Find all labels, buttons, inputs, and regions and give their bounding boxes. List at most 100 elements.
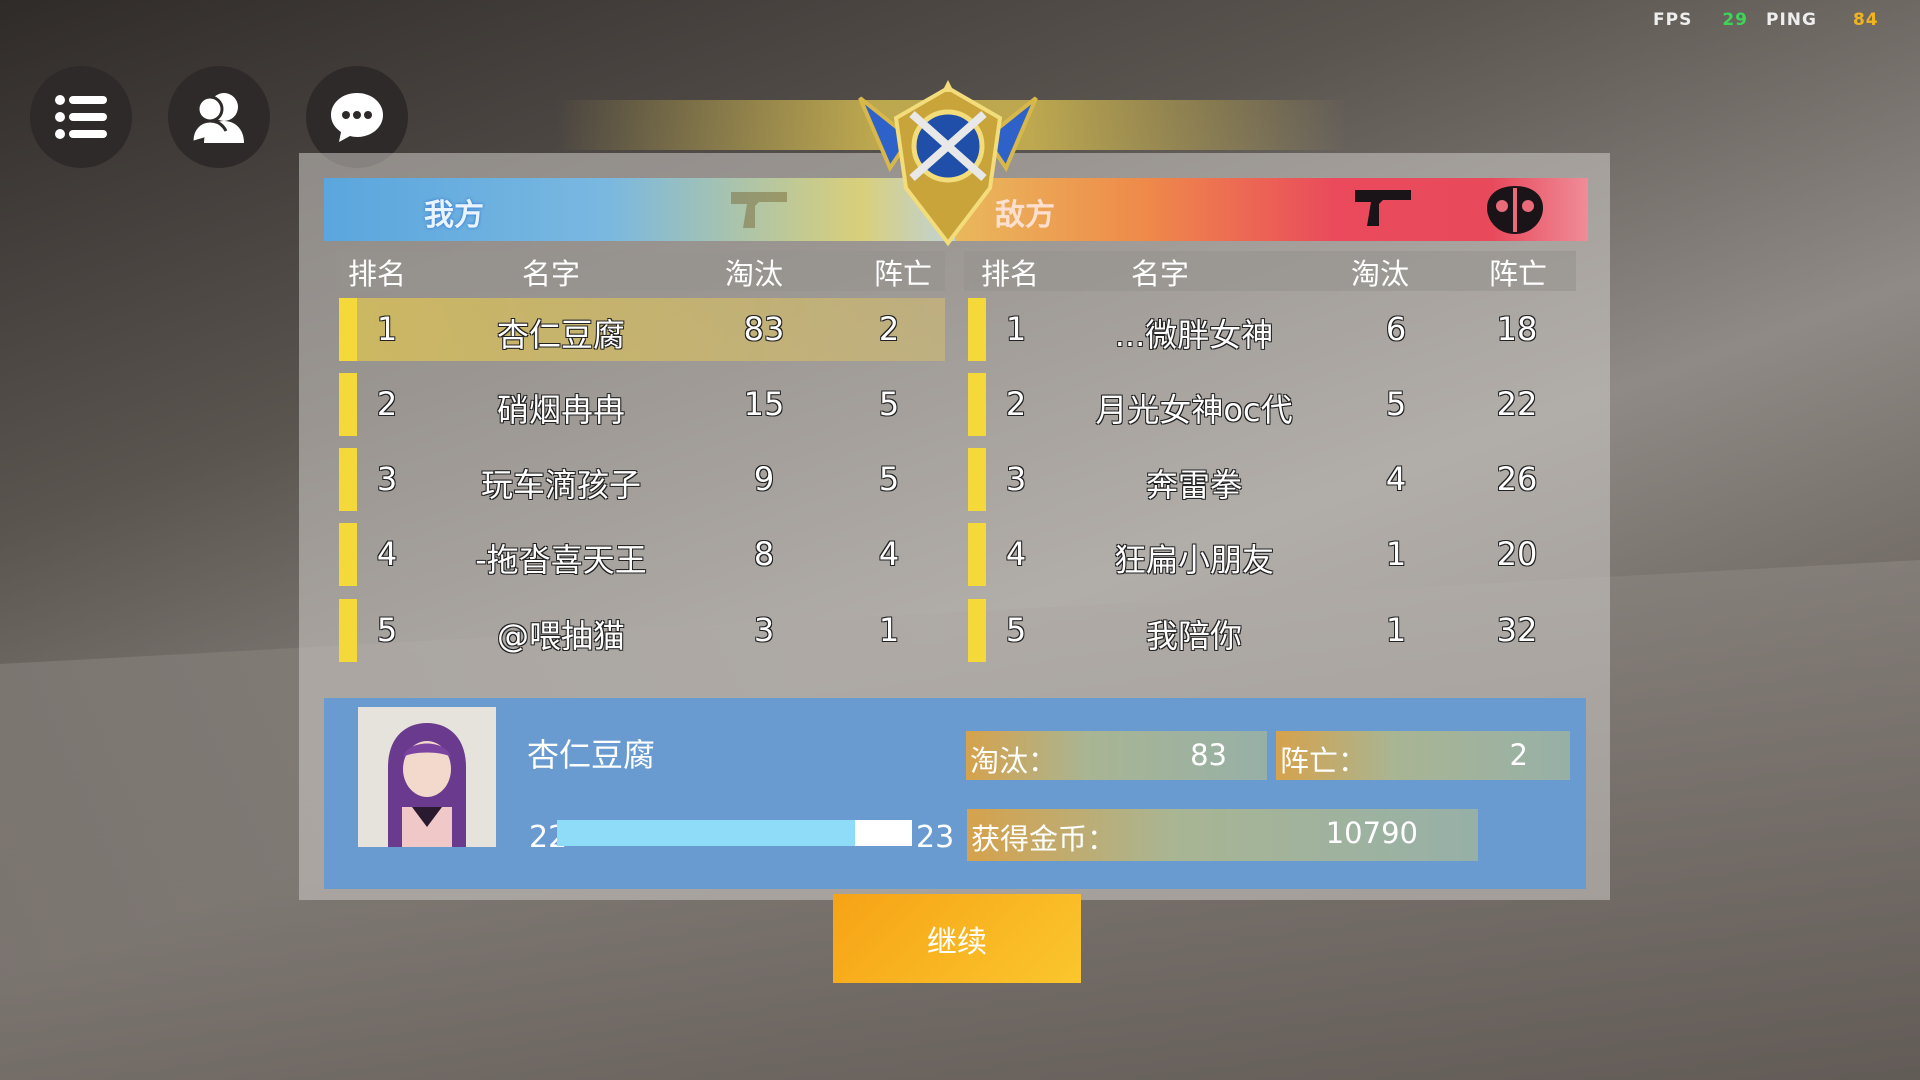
- chat-bubble-icon: [331, 93, 383, 142]
- table-row: 3 玩车滴孩子 9 5: [339, 448, 945, 511]
- player-name: 杏仁豆腐: [527, 736, 656, 774]
- cell-deaths: 5: [878, 385, 900, 423]
- fps-value: 29: [1722, 10, 1748, 30]
- perf-hud: FPS 29 PING 84: [1653, 10, 1879, 30]
- col-rank: 排名: [347, 257, 407, 291]
- table-row: 2 硝烟冉冉 15 5: [339, 373, 945, 436]
- cell-rank: 4: [376, 535, 398, 573]
- cell-rank: 2: [1005, 385, 1027, 423]
- cell-name: 杏仁豆腐: [496, 316, 626, 354]
- cell-deaths: 32: [1496, 611, 1538, 649]
- cell-kills: 8: [753, 535, 775, 573]
- cell-name: 狂扁小朋友: [1113, 541, 1275, 579]
- kills-label: 淘汰：: [970, 744, 1058, 778]
- kills-value: 83: [1190, 738, 1227, 772]
- rank-marker: [339, 298, 357, 361]
- coins-label: 获得金币：: [971, 822, 1117, 856]
- xp-progress-fill: [557, 820, 856, 846]
- table-row: 3 奔雷拳 4 26: [968, 448, 1576, 511]
- enemy-team-label: 敌方: [995, 198, 1055, 233]
- cell-name: 硝烟冉冉: [496, 391, 626, 429]
- col-name: 名字: [521, 257, 581, 291]
- cell-deaths: 22: [1496, 385, 1538, 423]
- cell-rank: 5: [1005, 611, 1027, 649]
- ping-value: 84: [1852, 10, 1879, 30]
- cell-name: -拖沓喜天王: [475, 541, 647, 579]
- cell-rank: 5: [376, 611, 398, 649]
- pistol-icon: [1355, 190, 1411, 226]
- cell-rank: 3: [376, 460, 398, 498]
- coins-stat: 获得金币： 10790: [967, 809, 1478, 861]
- ally-column-headers: 排名 名字 淘汰 阵亡: [337, 251, 945, 291]
- deaths-label: 阵亡：: [1280, 744, 1368, 778]
- xp-progress-bar: [557, 820, 912, 846]
- cell-deaths: 26: [1496, 460, 1538, 498]
- cell-deaths: 18: [1496, 310, 1538, 348]
- cell-kills: 3: [753, 611, 775, 649]
- pistol-icon: [731, 192, 787, 228]
- rank-marker: [339, 599, 357, 662]
- rank-marker: [968, 298, 986, 361]
- enemy-column-headers: 排名 名字 淘汰 阵亡: [964, 251, 1576, 291]
- ally-team-header: 我方: [324, 178, 955, 241]
- cell-deaths: 20: [1496, 535, 1538, 573]
- deaths-value: 2: [1509, 738, 1528, 772]
- chat-button[interactable]: [306, 66, 408, 168]
- table-row: 5 我陪你 1 32: [968, 599, 1576, 662]
- users-icon: [190, 93, 244, 143]
- cell-name: 我陪你: [1145, 617, 1243, 655]
- ally-team-label: 我方: [424, 198, 484, 233]
- coins-value: 10790: [1325, 816, 1418, 850]
- cell-kills: 1: [1385, 611, 1407, 649]
- ping-label: PING: [1766, 10, 1817, 30]
- fps-label: FPS: [1653, 10, 1693, 30]
- rank-marker: [968, 599, 986, 662]
- cell-kills: 5: [1385, 385, 1407, 423]
- list-icon: [55, 95, 107, 139]
- cell-name: 玩车滴孩子: [480, 466, 642, 504]
- table-row: 1 杏仁豆腐 83 2: [339, 298, 945, 361]
- col-kills: 淘汰: [724, 257, 784, 291]
- col-name: 名字: [1130, 257, 1190, 291]
- menu-button[interactable]: [30, 66, 132, 168]
- col-kills: 淘汰: [1350, 257, 1410, 291]
- cell-rank: 1: [1005, 310, 1027, 348]
- rank-marker: [339, 373, 357, 436]
- cell-kills: 15: [743, 385, 785, 423]
- rank-marker: [968, 448, 986, 511]
- cell-kills: 9: [753, 460, 775, 498]
- cell-name: ...微胖女神: [1114, 316, 1274, 354]
- friends-button[interactable]: [168, 66, 270, 168]
- table-row: 4 -拖沓喜天王 8 4: [339, 523, 945, 586]
- col-deaths: 阵亡: [1488, 257, 1548, 291]
- cell-deaths: 1: [878, 611, 900, 649]
- kills-stat: 淘汰： 83: [966, 731, 1267, 780]
- cell-deaths: 4: [878, 535, 900, 573]
- col-rank: 排名: [980, 257, 1040, 291]
- cell-rank: 4: [1005, 535, 1027, 573]
- rank-marker: [339, 523, 357, 586]
- cell-name: 月光女神oc代: [1095, 391, 1293, 429]
- cell-rank: 1: [376, 310, 398, 348]
- continue-button[interactable]: 继续: [833, 894, 1081, 983]
- cell-deaths: 2: [878, 310, 900, 348]
- col-deaths: 阵亡: [873, 257, 933, 291]
- table-row: 2 月光女神oc代 5 22: [968, 373, 1576, 436]
- cell-deaths: 5: [878, 460, 900, 498]
- cell-kills: 6: [1385, 310, 1407, 348]
- next-level: 23: [916, 820, 955, 855]
- cell-kills: 83: [743, 310, 785, 348]
- cell-name: 奔雷拳: [1145, 466, 1243, 504]
- cell-rank: 2: [376, 385, 398, 423]
- skull-mask-icon: [1487, 186, 1543, 234]
- enemy-team-header: 敌方: [955, 178, 1588, 241]
- rank-emblem-icon: [858, 80, 1038, 247]
- deaths-stat: 阵亡： 2: [1276, 731, 1570, 780]
- cell-name: @喂抽猫: [496, 617, 626, 655]
- rank-marker: [339, 448, 357, 511]
- table-row: 1 ...微胖女神 6 18: [968, 298, 1576, 361]
- cell-kills: 1: [1385, 535, 1407, 573]
- continue-label: 继续: [927, 924, 987, 960]
- cell-kills: 4: [1385, 460, 1407, 498]
- rank-marker: [968, 373, 986, 436]
